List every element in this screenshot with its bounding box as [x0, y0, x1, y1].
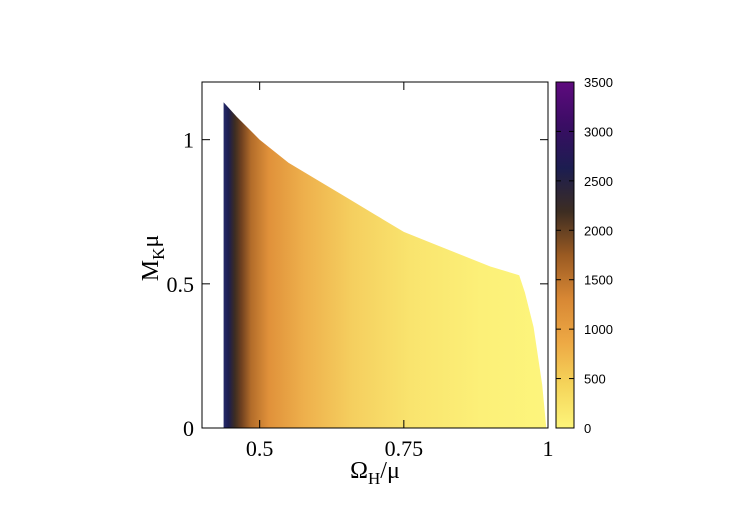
x-axis-title: ΩH/μ [350, 458, 400, 488]
x-tick-label: 1 [543, 436, 554, 461]
plot-frame [201, 81, 549, 429]
x-tick-label: 0.75 [385, 436, 424, 461]
colorbar-tick-label: 500 [584, 372, 606, 387]
y-tick-label: 1 [183, 128, 194, 153]
x-axis: 0.5 0.75 1 [246, 82, 554, 461]
plot-area [201, 81, 549, 429]
y-tick-label: 0.5 [167, 272, 195, 297]
colorbar-ticks: 0 500 1000 1500 2000 2500 3000 3500 [556, 75, 613, 436]
x-tick-label: 0.5 [246, 436, 274, 461]
colorbar-tick-label: 2000 [584, 223, 613, 238]
colorbar-frame [555, 81, 575, 429]
y-axis: 00.51 [167, 128, 548, 441]
colorbar-tick-label: 1500 [584, 273, 613, 288]
y-tick-label: 0 [183, 416, 194, 441]
colorbar-tick-label: 2500 [584, 174, 613, 189]
colorbar-tick-label: 0 [584, 421, 591, 436]
colorbar-gradient [556, 82, 574, 428]
colorbar-tick-label: 3500 [584, 75, 613, 90]
colorbar-tick-label: 3000 [584, 124, 613, 139]
colorbar-tick-label: 1000 [584, 322, 613, 337]
heatmap-region [223, 102, 547, 428]
y-axis-title: MKμ [138, 235, 168, 282]
colorbar: 0 500 1000 1500 2000 2500 3000 3500 [555, 75, 613, 436]
